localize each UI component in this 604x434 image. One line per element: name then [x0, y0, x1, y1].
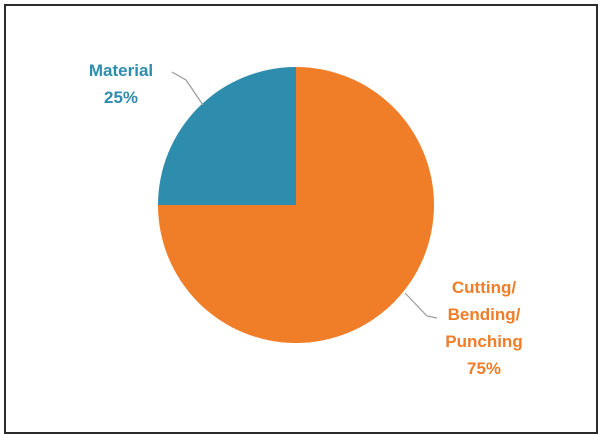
data-label-cutting-line-2: Bending/ [448, 305, 521, 324]
pie-slices [158, 67, 434, 343]
data-label-cutting-line-4: 75% [467, 359, 501, 378]
leader-line-cutting [404, 292, 438, 319]
data-label-material-line-2: 25% [104, 88, 138, 107]
data-label-cutting-line-3: Punching [445, 332, 522, 351]
data-labels: Material 25% Cutting/Bending/Punching 75% [89, 61, 523, 378]
leader-line-material [171, 71, 204, 106]
leader-lines [171, 71, 438, 319]
pie-slice-cutting-bending-punching [158, 67, 434, 343]
data-label-cutting-line-1: Cutting/ [452, 278, 516, 297]
pie-slice-material [158, 67, 296, 205]
data-label-material-line-1: Material [89, 61, 153, 80]
